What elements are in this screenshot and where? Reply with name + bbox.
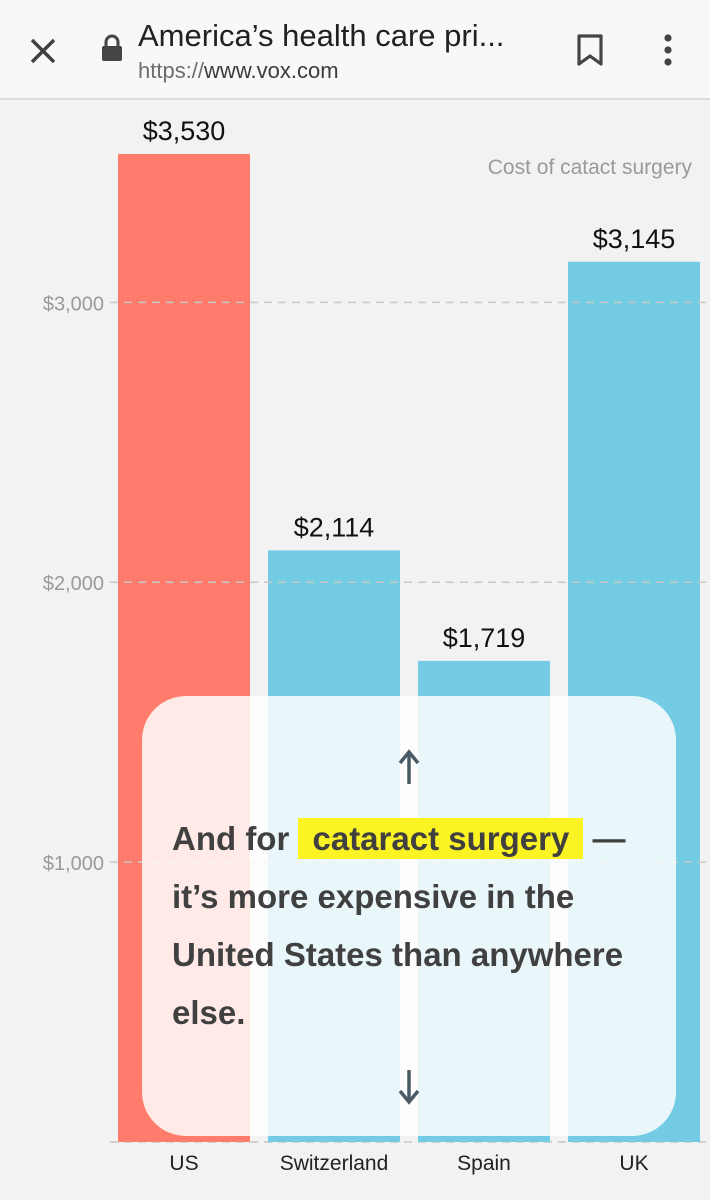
url-host: www.vox.com — [204, 58, 339, 83]
card-text-after: — it’s more expensive in the United Stat… — [172, 820, 626, 1031]
lock-icon — [101, 34, 123, 62]
x-tick-label: Switzerland — [280, 1152, 389, 1175]
y-tick-label: $2,000 — [43, 573, 104, 595]
x-tick-label: Spain — [457, 1152, 511, 1175]
bar-value-label: $3,145 — [593, 224, 676, 254]
arrow-up-icon[interactable] — [392, 746, 426, 790]
url-scheme: https:// — [138, 58, 205, 83]
x-tick-label: US — [169, 1152, 198, 1175]
bar-value-label: $3,530 — [143, 116, 226, 146]
arrow-down-icon[interactable] — [392, 1064, 426, 1108]
y-tick-label: $1,000 — [43, 853, 104, 875]
page-title: America’s health care pri... — [138, 18, 505, 53]
bookmark-icon[interactable] — [570, 26, 610, 74]
y-tick-label: $3,000 — [43, 293, 104, 315]
card-text: And for cataract surgery — it’s more exp… — [172, 810, 662, 1042]
page-url[interactable]: https://www.vox.com — [138, 58, 339, 84]
x-tick-label: UK — [619, 1152, 648, 1175]
bar-value-label: $1,719 — [443, 623, 526, 653]
card-highlight: cataract surgery — [298, 818, 584, 859]
more-vert-icon[interactable] — [650, 26, 686, 74]
close-icon[interactable] — [22, 28, 66, 72]
browser-toolbar: America’s health care pri... https://www… — [0, 0, 710, 100]
bar-value-label: $2,114 — [294, 512, 375, 542]
chart-title: Cost of catact surgery — [488, 156, 693, 179]
card-text-before: And for — [172, 820, 299, 857]
story-card: And for cataract surgery — it’s more exp… — [142, 696, 676, 1136]
